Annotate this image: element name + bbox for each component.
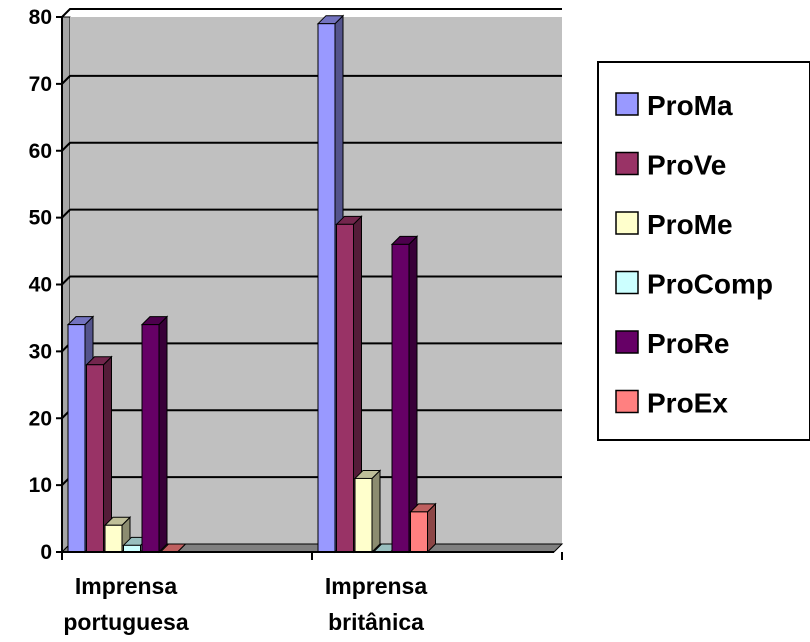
- gridline: [61, 8, 562, 18]
- legend-item-ProComp: ProComp: [615, 269, 773, 300]
- y-tick-label: 60: [29, 140, 52, 163]
- bar-ProVe-0: [85, 355, 113, 554]
- legend-item-ProVe: ProVe: [615, 150, 726, 181]
- y-tick-label: 0: [40, 541, 52, 564]
- legend-swatch: [615, 92, 639, 116]
- bar-ProRe-1: [390, 235, 419, 554]
- legend: ProMa ProVe ProMe ProComp ProRe ProEx: [597, 61, 810, 441]
- bar-ProVe-1: [335, 215, 363, 554]
- y-tick-label: 50: [29, 207, 52, 230]
- y-tick-label: 70: [29, 73, 52, 96]
- legend-swatch: [615, 211, 639, 235]
- bar-ProMe-1: [353, 469, 382, 554]
- gridline: [61, 141, 562, 152]
- legend-swatch: [615, 389, 639, 414]
- legend-swatch: [615, 330, 639, 354]
- legend-label: ProEx: [647, 388, 728, 419]
- legend-label: ProVe: [647, 150, 726, 181]
- bar-ProEx-1: [409, 502, 437, 554]
- y-tick-label: 20: [29, 407, 52, 430]
- axes: 0 10 20 30 40 50 60 70 80 Imprensa portuguesa Impre…: [29, 6, 563, 635]
- legend-item-ProMe: ProMe: [615, 209, 733, 240]
- plot-area: [60, 8, 564, 554]
- bar-ProRe-0: [140, 315, 169, 554]
- legend-label: ProComp: [647, 269, 773, 300]
- y-tick-label: 80: [29, 6, 52, 29]
- category-label: Imprensa britânica: [325, 573, 427, 635]
- y-tick-label: 10: [29, 474, 52, 497]
- legend-label: ProRe: [647, 328, 729, 359]
- legend-box: [597, 61, 810, 441]
- legend-item-ProMa: ProMa: [615, 90, 733, 121]
- y-tick-label: 40: [29, 274, 52, 297]
- gridline: [61, 208, 562, 219]
- legend-label: ProMe: [647, 209, 733, 240]
- legend-item-ProEx: ProEx: [615, 388, 728, 419]
- legend-swatch: [615, 151, 639, 176]
- bars: [66, 14, 437, 554]
- legend-label: ProMa: [647, 90, 733, 121]
- legend-swatch: [615, 270, 639, 295]
- category-label: Imprensa portuguesa: [63, 573, 188, 635]
- y-tick-label: 30: [29, 340, 52, 363]
- gridline: [61, 74, 562, 85]
- legend-item-ProRe: ProRe: [615, 328, 729, 359]
